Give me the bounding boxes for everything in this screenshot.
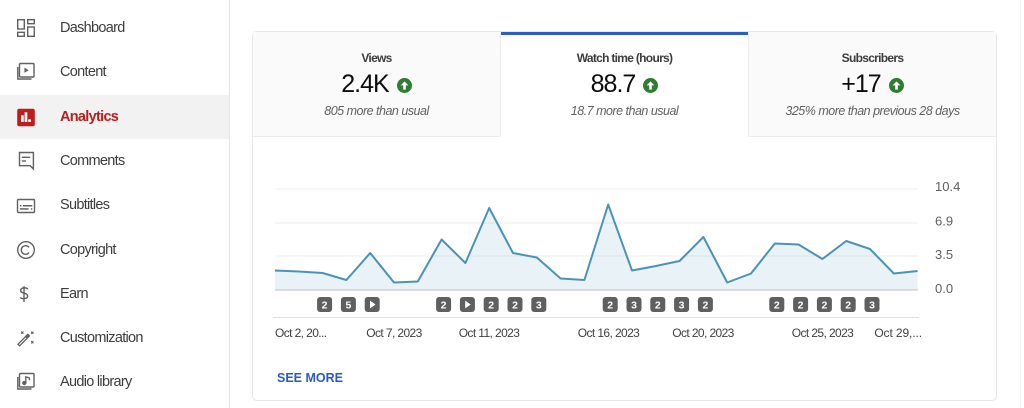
svg-text:3: 3 bbox=[536, 299, 542, 311]
svg-text:Oct 29,...: Oct 29,... bbox=[874, 326, 922, 340]
svg-text:Oct 25, 2023: Oct 25, 2023 bbox=[792, 326, 854, 340]
svg-text:10.4: 10.4 bbox=[935, 179, 960, 194]
svg-text:3: 3 bbox=[869, 299, 875, 311]
svg-text:2: 2 bbox=[774, 299, 780, 311]
svg-text:2: 2 bbox=[322, 299, 328, 311]
svg-text:Oct 20, 2023: Oct 20, 2023 bbox=[672, 326, 734, 340]
svg-text:3: 3 bbox=[679, 299, 685, 311]
svg-text:2: 2 bbox=[607, 299, 613, 311]
svg-text:3: 3 bbox=[631, 299, 637, 311]
svg-text:5: 5 bbox=[345, 299, 351, 311]
svg-text:Oct 16, 2023: Oct 16, 2023 bbox=[578, 326, 640, 340]
svg-text:Oct 7, 2023: Oct 7, 2023 bbox=[366, 326, 422, 340]
svg-text:Oct 11, 2023: Oct 11, 2023 bbox=[459, 326, 521, 340]
svg-text:0.0: 0.0 bbox=[935, 281, 953, 296]
svg-text:6.9: 6.9 bbox=[935, 214, 953, 229]
svg-text:2: 2 bbox=[655, 299, 661, 311]
svg-text:2: 2 bbox=[512, 299, 518, 311]
svg-text:2: 2 bbox=[488, 299, 494, 311]
svg-text:3.5: 3.5 bbox=[935, 247, 953, 262]
svg-text:Oct 2, 20...: Oct 2, 20... bbox=[275, 326, 327, 340]
svg-text:2: 2 bbox=[821, 299, 827, 311]
svg-text:2: 2 bbox=[798, 299, 804, 311]
svg-text:2: 2 bbox=[441, 299, 447, 311]
svg-text:2: 2 bbox=[702, 299, 708, 311]
svg-text:2: 2 bbox=[845, 299, 851, 311]
